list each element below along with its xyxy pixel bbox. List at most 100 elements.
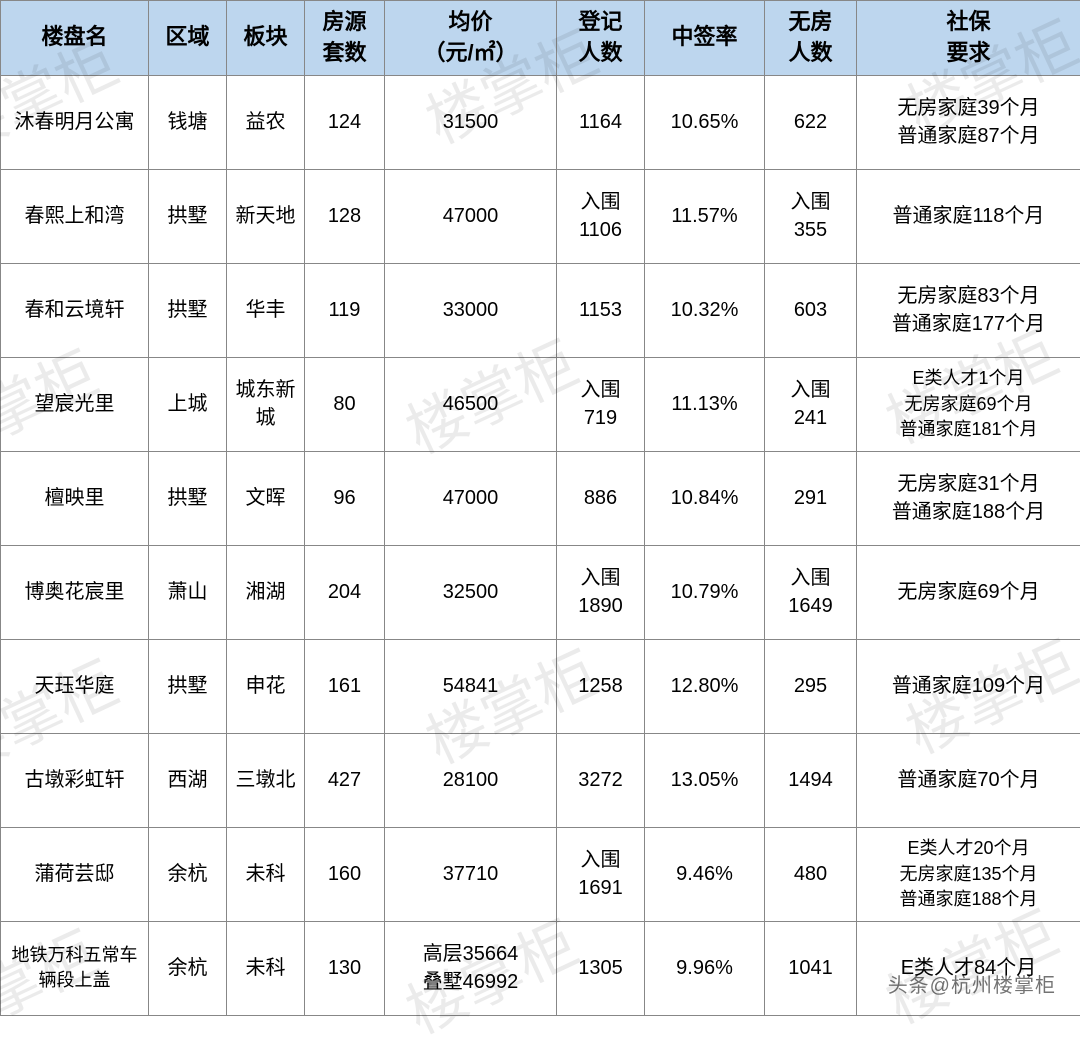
cell-price: 47000	[385, 451, 557, 545]
cell-name: 天珏华庭	[1, 639, 149, 733]
cell-price: 31500	[385, 75, 557, 169]
cell-price: 32500	[385, 545, 557, 639]
th-shebao: 社保 要求	[857, 1, 1080, 76]
table-body: 沐春明月公寓钱塘益农12431500116410.65%622无房家庭39个月 …	[1, 75, 1080, 1015]
cell-price: 54841	[385, 639, 557, 733]
cell-units: 119	[305, 263, 385, 357]
cell-nohouse: 291	[765, 451, 857, 545]
cell-units: 130	[305, 921, 385, 1015]
table-row: 天珏华庭拱墅申花16154841125812.80%295普通家庭109个月	[1, 639, 1080, 733]
cell-name: 檀映里	[1, 451, 149, 545]
cell-area: 西湖	[149, 733, 227, 827]
cell-reg: 入围 1691	[557, 827, 645, 921]
cell-price: 47000	[385, 169, 557, 263]
cell-reg: 1258	[557, 639, 645, 733]
th-price: 均价 （元/㎡）	[385, 1, 557, 76]
cell-nohouse: 入围 241	[765, 357, 857, 451]
cell-price: 28100	[385, 733, 557, 827]
cell-units: 124	[305, 75, 385, 169]
cell-shebao: E类人才20个月 无房家庭135个月 普通家庭188个月	[857, 827, 1080, 921]
table-row: 春熙上和湾拱墅新天地12847000入围 110611.57%入围 355普通家…	[1, 169, 1080, 263]
table-header: 楼盘名 区域 板块 房源 套数 均价 （元/㎡） 登记 人数 中签率 无房 人数…	[1, 1, 1080, 76]
th-name: 楼盘名	[1, 1, 149, 76]
cell-units: 160	[305, 827, 385, 921]
cell-area: 拱墅	[149, 451, 227, 545]
cell-block: 申花	[227, 639, 305, 733]
cell-area: 拱墅	[149, 639, 227, 733]
cell-name: 古墩彩虹轩	[1, 733, 149, 827]
cell-units: 96	[305, 451, 385, 545]
cell-shebao: 普通家庭118个月	[857, 169, 1080, 263]
cell-price: 37710	[385, 827, 557, 921]
cell-rate: 11.57%	[645, 169, 765, 263]
cell-rate: 13.05%	[645, 733, 765, 827]
cell-block: 未科	[227, 827, 305, 921]
cell-reg: 1305	[557, 921, 645, 1015]
cell-reg: 886	[557, 451, 645, 545]
cell-units: 161	[305, 639, 385, 733]
cell-area: 萧山	[149, 545, 227, 639]
cell-shebao: 普通家庭70个月	[857, 733, 1080, 827]
cell-reg: 3272	[557, 733, 645, 827]
cell-shebao: 普通家庭109个月	[857, 639, 1080, 733]
cell-name: 春和云境轩	[1, 263, 149, 357]
table-row: 春和云境轩拱墅华丰11933000115310.32%603无房家庭83个月 普…	[1, 263, 1080, 357]
th-units: 房源 套数	[305, 1, 385, 76]
cell-area: 拱墅	[149, 263, 227, 357]
table-row: 古墩彩虹轩西湖三墩北42728100327213.05%1494普通家庭70个月	[1, 733, 1080, 827]
cell-reg: 1153	[557, 263, 645, 357]
cell-rate: 10.84%	[645, 451, 765, 545]
th-block: 板块	[227, 1, 305, 76]
cell-rate: 10.79%	[645, 545, 765, 639]
cell-units: 204	[305, 545, 385, 639]
cell-units: 128	[305, 169, 385, 263]
cell-name: 蒲荷芸邸	[1, 827, 149, 921]
cell-nohouse: 1041	[765, 921, 857, 1015]
th-nohouse: 无房 人数	[765, 1, 857, 76]
cell-name: 地铁万科五常车辆段上盖	[1, 921, 149, 1015]
cell-rate: 9.46%	[645, 827, 765, 921]
cell-area: 余杭	[149, 827, 227, 921]
cell-area: 钱塘	[149, 75, 227, 169]
cell-nohouse: 295	[765, 639, 857, 733]
cell-nohouse: 480	[765, 827, 857, 921]
cell-block: 文晖	[227, 451, 305, 545]
table-row: 沐春明月公寓钱塘益农12431500116410.65%622无房家庭39个月 …	[1, 75, 1080, 169]
cell-block: 湘湖	[227, 545, 305, 639]
cell-area: 上城	[149, 357, 227, 451]
th-area: 区域	[149, 1, 227, 76]
cell-rate: 9.96%	[645, 921, 765, 1015]
cell-nohouse: 入围 1649	[765, 545, 857, 639]
cell-price: 高层35664 叠墅46992	[385, 921, 557, 1015]
cell-rate: 12.80%	[645, 639, 765, 733]
cell-name: 沐春明月公寓	[1, 75, 149, 169]
cell-block: 未科	[227, 921, 305, 1015]
cell-block: 城东新城	[227, 357, 305, 451]
table-row: 望宸光里上城城东新城8046500入围 71911.13%入围 241E类人才1…	[1, 357, 1080, 451]
footer-attribution: 头条@杭州楼掌柜	[888, 969, 1056, 998]
table-row: 蒲荷芸邸余杭未科16037710入围 16919.46%480E类人才20个月 …	[1, 827, 1080, 921]
cell-nohouse: 622	[765, 75, 857, 169]
cell-reg: 入围 719	[557, 357, 645, 451]
cell-reg: 1164	[557, 75, 645, 169]
cell-name: 春熙上和湾	[1, 169, 149, 263]
cell-units: 427	[305, 733, 385, 827]
cell-price: 33000	[385, 263, 557, 357]
table-row: 博奥花宸里萧山湘湖20432500入围 189010.79%入围 1649无房家…	[1, 545, 1080, 639]
cell-shebao: 无房家庭83个月 普通家庭177个月	[857, 263, 1080, 357]
table-row: 檀映里拱墅文晖964700088610.84%291无房家庭31个月 普通家庭1…	[1, 451, 1080, 545]
cell-nohouse: 603	[765, 263, 857, 357]
th-rate: 中签率	[645, 1, 765, 76]
cell-area: 拱墅	[149, 169, 227, 263]
cell-rate: 11.13%	[645, 357, 765, 451]
cell-shebao: E类人才1个月 无房家庭69个月 普通家庭181个月	[857, 357, 1080, 451]
cell-shebao: 无房家庭39个月 普通家庭87个月	[857, 75, 1080, 169]
cell-nohouse: 入围 355	[765, 169, 857, 263]
cell-block: 华丰	[227, 263, 305, 357]
cell-name: 博奥花宸里	[1, 545, 149, 639]
cell-area: 余杭	[149, 921, 227, 1015]
cell-name: 望宸光里	[1, 357, 149, 451]
cell-block: 三墩北	[227, 733, 305, 827]
property-table: 楼盘名 区域 板块 房源 套数 均价 （元/㎡） 登记 人数 中签率 无房 人数…	[0, 0, 1080, 1016]
cell-reg: 入围 1890	[557, 545, 645, 639]
